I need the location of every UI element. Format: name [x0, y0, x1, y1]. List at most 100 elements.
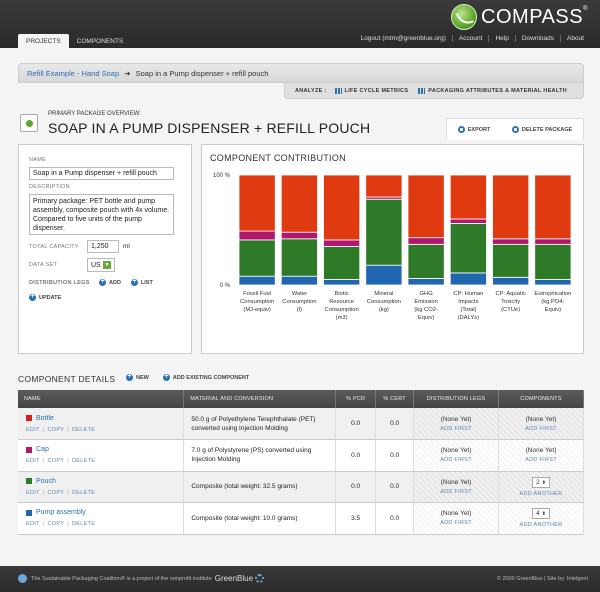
- update-button[interactable]: UPDATE: [29, 293, 181, 301]
- edit-link[interactable]: EDIT: [26, 489, 40, 496]
- greenblue-logo[interactable]: GreenBlue: [214, 574, 254, 583]
- about-link[interactable]: About: [560, 35, 590, 42]
- bar-segment-bottle[interactable]: [534, 174, 572, 240]
- bar-segment-pouch[interactable]: [280, 238, 318, 277]
- bar-segment-cap[interactable]: [492, 238, 530, 245]
- bar-segment-pouch[interactable]: [449, 223, 487, 274]
- description-field[interactable]: Primary package: PET bottle and pump ass…: [29, 194, 174, 235]
- tab-components[interactable]: COMPONENTS: [76, 38, 124, 45]
- add-first-component-link[interactable]: ADD FIRST: [525, 425, 557, 432]
- bar-segment-pump-assembly[interactable]: [534, 279, 572, 286]
- component-name-link[interactable]: Pump assembly: [36, 509, 86, 517]
- material-cell: Composite (total weight: 10.0 grams): [183, 502, 337, 535]
- export-button[interactable]: EXPORT: [457, 126, 491, 133]
- column-header-components[interactable]: COMPONENTS: [498, 390, 584, 408]
- bar-segment-bottle[interactable]: [365, 174, 403, 198]
- life-cycle-metrics-link[interactable]: LIFE CYCLE METRICS: [334, 87, 409, 94]
- bar-segment-bottle[interactable]: [280, 174, 318, 233]
- copy-link[interactable]: COPY: [47, 458, 65, 465]
- breadcrumb-parent-link[interactable]: Refill Example - Hand Soap: [27, 69, 120, 78]
- account-link[interactable]: Account: [451, 35, 489, 42]
- bar-segment-bottle[interactable]: [323, 174, 361, 241]
- add-first-component-link[interactable]: ADD FIRST: [525, 457, 557, 464]
- bar-segment-bottle[interactable]: [492, 174, 530, 240]
- component-name-link[interactable]: Pouch: [36, 477, 56, 485]
- delete-package-button[interactable]: DELETE PACKAGE: [511, 126, 572, 133]
- column-header-cert[interactable]: % CERT: [375, 390, 415, 408]
- bar-segment-pump-assembly[interactable]: [323, 279, 361, 286]
- add-another-component-link[interactable]: ADD ANOTHER: [519, 522, 563, 529]
- bar-segment-cap[interactable]: [280, 231, 318, 240]
- delete-link[interactable]: DELETE: [72, 521, 96, 528]
- export-label: EXPORT: [467, 126, 491, 133]
- add-existing-label: ADD EXISTING COMPONENT: [172, 374, 250, 381]
- copy-link[interactable]: COPY: [47, 521, 65, 528]
- add-first-leg-link[interactable]: ADD FIRST: [440, 520, 472, 527]
- bar-segment-cap[interactable]: [323, 239, 361, 247]
- component-table: NAME MATERIAL AND CONVERSION % PCR % CER…: [18, 390, 584, 535]
- refresh-icon: [29, 293, 36, 301]
- bar-segment-pouch[interactable]: [238, 239, 276, 277]
- new-component-button[interactable]: NEW: [126, 373, 149, 381]
- greenblue-dots-icon: [255, 574, 265, 583]
- component-name-link[interactable]: Cap: [36, 446, 49, 454]
- x-category-label: Mineral Consumption (kg): [367, 291, 401, 313]
- bar-segment-pump-assembly[interactable]: [280, 275, 318, 286]
- name-field[interactable]: Soap in a Pump dispenser + refill pouch: [29, 167, 174, 180]
- delete-link[interactable]: DELETE: [72, 489, 96, 496]
- bar-segment-pump-assembly[interactable]: [449, 272, 487, 286]
- bar-segment-pump-assembly[interactable]: [238, 275, 276, 286]
- dataset-select[interactable]: US ▼: [87, 258, 115, 272]
- add-first-leg-link[interactable]: ADD FIRST: [440, 457, 472, 464]
- list-legs-button[interactable]: LIST: [130, 278, 153, 286]
- bar-segment-pouch[interactable]: [365, 198, 403, 266]
- bar-segment-cap[interactable]: [407, 237, 445, 245]
- column-header-name[interactable]: NAME: [18, 390, 185, 408]
- help-link[interactable]: Help: [488, 35, 514, 42]
- bar-segment-bottle[interactable]: [449, 174, 487, 220]
- logout-link[interactable]: Logout (mtm@greenblue.org): [360, 35, 446, 42]
- add-leg-button[interactable]: ADD: [99, 278, 121, 286]
- column-header-distribution-legs[interactable]: DISTRIBUTION LEGS: [413, 390, 500, 408]
- bar-segment-pouch[interactable]: [407, 243, 445, 279]
- delete-link[interactable]: DELETE: [72, 458, 96, 465]
- add-another-component-link[interactable]: ADD ANOTHER: [519, 490, 563, 497]
- copy-link[interactable]: COPY: [47, 426, 65, 433]
- life-cycle-metrics-label: LIFE CYCLE METRICS: [344, 87, 409, 94]
- component-name-link[interactable]: Bottle: [36, 414, 54, 422]
- downloads-link[interactable]: Downloads: [514, 35, 560, 42]
- bar-segment-pouch[interactable]: [534, 243, 572, 280]
- components-count-select[interactable]: 2 ⬍: [532, 476, 550, 488]
- capacity-field[interactable]: 1,250: [87, 240, 119, 253]
- delete-link[interactable]: DELETE: [72, 426, 96, 433]
- component-color-swatch: [26, 415, 32, 421]
- bar-segment-cap[interactable]: [449, 218, 487, 224]
- bar-segment-pump-assembly[interactable]: [492, 276, 530, 286]
- bar-segment-pump-assembly[interactable]: [365, 264, 403, 286]
- add-existing-component-button[interactable]: ADD EXISTING COMPONENT: [162, 373, 250, 381]
- bar-segment-cap[interactable]: [534, 238, 572, 245]
- compass-logo[interactable]: COMPASS®: [451, 4, 588, 30]
- components-cell: (None Yet) ADD FIRST: [498, 439, 584, 472]
- analyze-label: ANALYZE :: [295, 87, 327, 94]
- add-first-leg-link[interactable]: ADD FIRST: [440, 425, 472, 432]
- tab-projects[interactable]: PROJECTS: [18, 34, 69, 48]
- copy-link[interactable]: COPY: [47, 489, 65, 496]
- bar-segment-bottle[interactable]: [238, 174, 276, 232]
- bar-segment-pouch[interactable]: [492, 243, 530, 278]
- edit-link[interactable]: EDIT: [26, 458, 40, 465]
- export-icon: [457, 126, 465, 133]
- column-header-pcr[interactable]: % PCR: [335, 390, 377, 408]
- bar-segment-bottle[interactable]: [407, 174, 445, 239]
- bar-segment-cap[interactable]: [238, 230, 276, 241]
- bar-segment-pouch[interactable]: [323, 246, 361, 280]
- separator: |: [42, 521, 45, 528]
- column-header-material[interactable]: MATERIAL AND CONVERSION: [183, 390, 337, 408]
- edit-link[interactable]: EDIT: [26, 521, 40, 528]
- add-first-leg-link[interactable]: ADD FIRST: [440, 488, 472, 495]
- components-count-select[interactable]: 4 ⬍: [532, 508, 550, 520]
- packaging-attributes-link[interactable]: PACKAGING ATTRIBUTES & MATERIAL HEALTH: [418, 87, 567, 94]
- bar-segment-pump-assembly[interactable]: [407, 278, 445, 286]
- component-color-swatch: [26, 509, 32, 516]
- edit-link[interactable]: EDIT: [26, 426, 40, 433]
